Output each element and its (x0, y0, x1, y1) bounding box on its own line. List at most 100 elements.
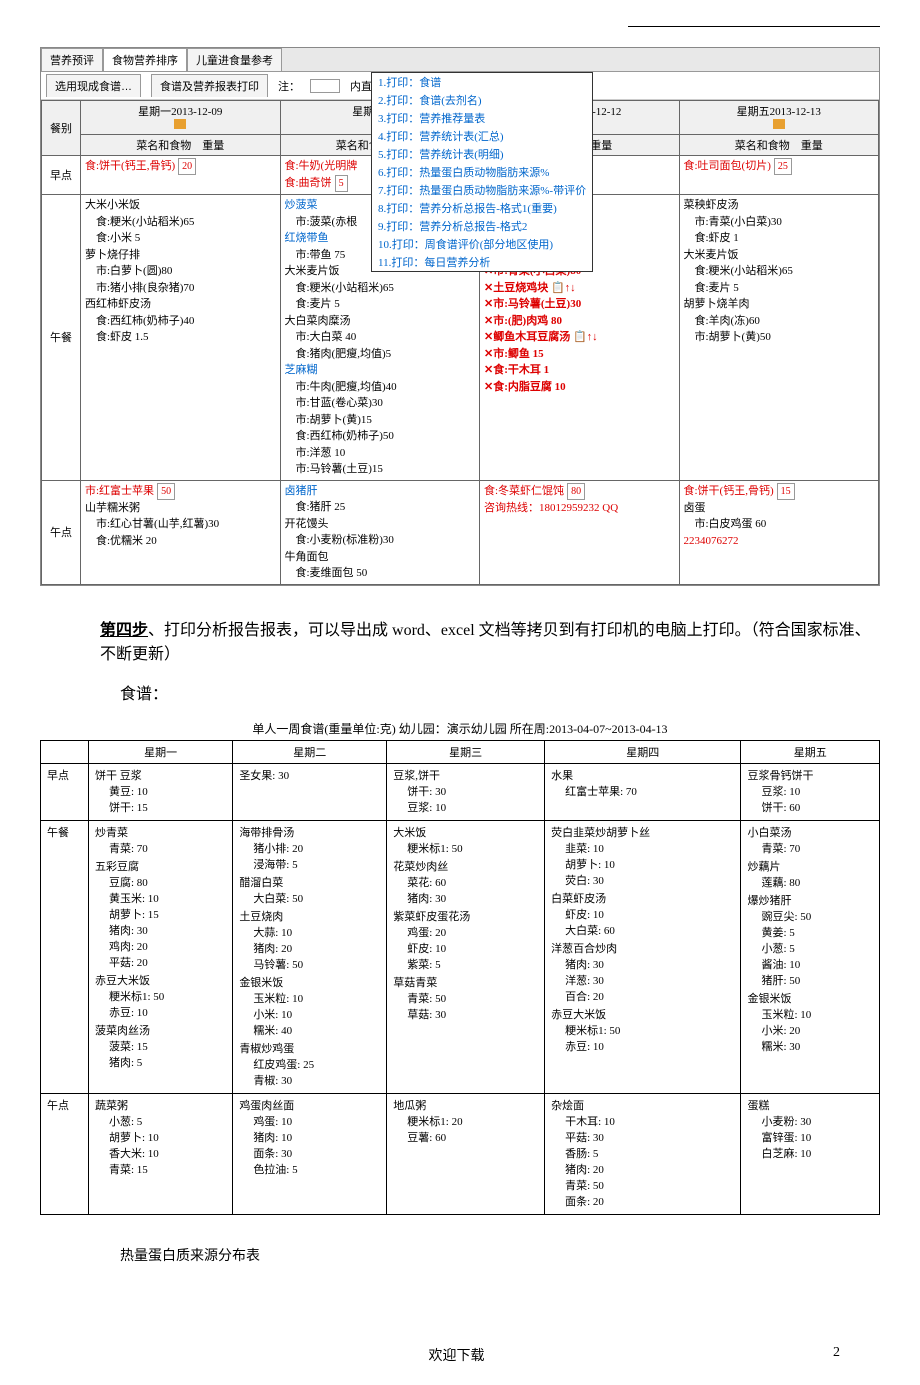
food-item[interactable]: 食:小米 5 (85, 230, 276, 247)
food-item[interactable]: 食:猪肝 25 (285, 499, 476, 516)
food-item[interactable]: ✕食:干木耳 1 (484, 362, 675, 379)
food-item[interactable]: 市:红富士苹果50 (85, 483, 276, 500)
ingredient: 粳米标1: 20 (393, 1113, 538, 1129)
ingredient: 小葱: 5 (747, 940, 873, 956)
food-item[interactable]: 市:猪小排(良杂猪)70 (85, 280, 276, 297)
print-opt-3[interactable]: 3.打印：营养推荐量表 (372, 109, 592, 127)
food-item[interactable]: 市:胡萝卜(黄)50 (684, 329, 875, 346)
dish-block: 五彩豆腐豆腐: 80黄玉米: 10胡萝卜: 15猪肉: 30鸡肉: 20平菇: … (95, 858, 226, 970)
food-item[interactable]: 市:青菜(小白菜)30 (684, 214, 875, 231)
food-item[interactable]: ✕市:马铃薯(土豆)30 (484, 296, 675, 313)
food-item[interactable]: 食:西红柿(奶柿子)50 (285, 428, 476, 445)
food-item[interactable]: 食:小麦粉(标准粉)30 (285, 532, 476, 549)
qty-box[interactable]: 50 (157, 483, 175, 500)
ingredient: 玉米粒: 10 (239, 990, 380, 1006)
food-item[interactable]: ✕土豆烧鸡块 📋↑↓ (484, 280, 675, 297)
nutrition-app-screenshot: 营养预评 食物营养排序 儿童进食量参考 选用现成食谱… 食谱及营养报表打印 注：… (40, 47, 880, 586)
food-item[interactable]: ✕食:内脂豆腐 10 (484, 379, 675, 396)
food-item[interactable]: 食:冬菜虾仁馄饨80 (484, 483, 675, 500)
dish-block: 金银米饭玉米粒: 10小米: 20糯米: 30 (747, 990, 873, 1054)
food-item[interactable]: ✕市:鲫鱼 15 (484, 346, 675, 363)
step4-title: 第四步 (100, 622, 148, 639)
food-item[interactable]: 食:吐司面包(切片)25 (684, 158, 875, 175)
ingredient: 猪肉: 20 (551, 1161, 734, 1177)
ingredient: 大白菜: 50 (239, 890, 380, 906)
food-item[interactable]: 芝麻糊 (285, 362, 476, 379)
food-item[interactable]: 食:饼干(钙王,骨钙)15 (684, 483, 875, 500)
food-item[interactable]: 市:红心甘薯(山芋,红薯)30 (85, 516, 276, 533)
ingredient: 青菜: 50 (551, 1177, 734, 1193)
food-item[interactable]: ✕市:(肥)肉鸡 80 (484, 313, 675, 330)
qty-box[interactable]: 5 (335, 175, 348, 192)
food-item[interactable]: 萝卜烧仔排 (85, 247, 276, 264)
ingredient: 红富士苹果: 70 (551, 783, 734, 799)
select-recipe-button[interactable]: 选用现成食谱… (46, 74, 141, 97)
ingredient: 红皮鸡蛋: 25 (239, 1056, 380, 1072)
food-item[interactable]: 菜秧虾皮汤 (684, 197, 875, 214)
food-item[interactable]: 西红柿虾皮汤 (85, 296, 276, 313)
print-opt-8[interactable]: 8.打印：营养分析总报告-格式1(重要) (372, 199, 592, 217)
print-opt-4[interactable]: 4.打印：营养统计表(汇总) (372, 127, 592, 145)
food-item[interactable]: 食:粳米(小站稻米)65 (85, 214, 276, 231)
print-reports-button[interactable]: 食谱及营养报表打印 (151, 74, 268, 97)
food-item[interactable]: 食:粳米(小站稻米)65 (684, 263, 875, 280)
food-item[interactable]: 食:虾皮 1.5 (85, 329, 276, 346)
tab-nutrition-preview[interactable]: 营养预评 (41, 48, 103, 71)
food-item[interactable]: ✕鲫鱼木耳豆腐汤 📋↑↓ (484, 329, 675, 346)
print-opt-7[interactable]: 7.打印：热量蛋白质动物脂肪来源%-带评价 (372, 181, 592, 199)
qty-box[interactable]: 25 (774, 158, 792, 175)
note-input-box[interactable] (310, 79, 340, 93)
food-item[interactable]: 食:麦维面包 50 (285, 565, 476, 582)
dish-block: 金银米饭玉米粒: 10小米: 10糯米: 40 (239, 974, 380, 1038)
qty-box[interactable]: 80 (567, 483, 585, 500)
food-item[interactable]: 食:优糯米 20 (85, 533, 276, 550)
food-item[interactable]: 市:甘蓝(卷心菜)30 (285, 395, 476, 412)
food-item[interactable]: 市:白萝卜(圆)80 (85, 263, 276, 280)
print-opt-6[interactable]: 6.打印：热量蛋白质动物脂肪来源% (372, 163, 592, 181)
food-item[interactable]: 食:麦片 5 (285, 296, 476, 313)
dish-name: 豆浆,饼干 (393, 767, 538, 783)
food-item[interactable]: 牛角面包 (285, 549, 476, 566)
food-item[interactable]: 市:胡萝卜(黄)15 (285, 412, 476, 429)
food-item[interactable]: 市:白皮鸡蛋 60 (684, 516, 875, 533)
food-item[interactable]: 大白菜肉糜汤 (285, 313, 476, 330)
food-item[interactable]: 卤猪肝 (285, 483, 476, 500)
print-opt-11[interactable]: 11.打印：每日营养分析 (372, 253, 592, 271)
ingredient: 色拉油: 5 (239, 1161, 380, 1177)
food-item[interactable]: 2234076272 (684, 533, 875, 550)
food-item[interactable]: 食:羊肉(冻)60 (684, 313, 875, 330)
food-item[interactable]: 食:粳米(小站稻米)65 (285, 280, 476, 297)
food-item[interactable]: 市:马铃薯(土豆)15 (285, 461, 476, 478)
print-opt-9[interactable]: 9.打印：营养分析总报告-格式2 (372, 217, 592, 235)
print-opt-1[interactable]: 1.打印：食谱 (372, 73, 592, 91)
ingredient: 小葱: 5 (95, 1113, 226, 1129)
copy-icon[interactable] (773, 119, 785, 129)
food-item[interactable]: 食:麦片 5 (684, 280, 875, 297)
copy-icon[interactable] (174, 119, 186, 129)
food-item[interactable]: 胡萝卜烧羊肉 (684, 296, 875, 313)
food-item[interactable]: 开花馒头 (285, 516, 476, 533)
page-number: 2 (833, 1345, 840, 1365)
print-opt-2[interactable]: 2.打印：食谱(去剂名) (372, 91, 592, 109)
tab-food-ranking[interactable]: 食物营养排序 (103, 48, 187, 71)
qty-box[interactable]: 20 (178, 158, 196, 175)
food-item[interactable]: 食:饼干(钙王,骨钙)20 (85, 158, 276, 175)
food-item[interactable]: 食:猪肉(肥瘦,均值)5 (285, 346, 476, 363)
food-item[interactable]: 食:西红柿(奶柿子)40 (85, 313, 276, 330)
food-item[interactable]: 咨询热线：18012959232 QQ (484, 500, 675, 517)
dish-name: 紫菜虾皮蛋花汤 (393, 908, 538, 924)
food-item[interactable]: 市:洋葱 10 (285, 445, 476, 462)
food-item[interactable]: 市:大白菜 40 (285, 329, 476, 346)
tab-child-intake-ref[interactable]: 儿童进食量参考 (187, 48, 282, 71)
food-item[interactable]: 山芋糯米粥 (85, 500, 276, 517)
food-item[interactable]: 市:牛肉(肥瘦,均值)40 (285, 379, 476, 396)
food-item[interactable]: 食:虾皮 1 (684, 230, 875, 247)
dish-name: 地瓜粥 (393, 1097, 538, 1113)
print-opt-5[interactable]: 5.打印：营养统计表(明细) (372, 145, 592, 163)
print-opt-10[interactable]: 10.打印：周食谱评价(部分地区使用) (372, 235, 592, 253)
ingredient: 草菇: 30 (393, 1006, 538, 1022)
food-item[interactable]: 大米麦片饭 (684, 247, 875, 264)
food-item[interactable]: 卤蛋 (684, 500, 875, 517)
food-item[interactable]: 大米小米饭 (85, 197, 276, 214)
qty-box[interactable]: 15 (777, 483, 795, 500)
